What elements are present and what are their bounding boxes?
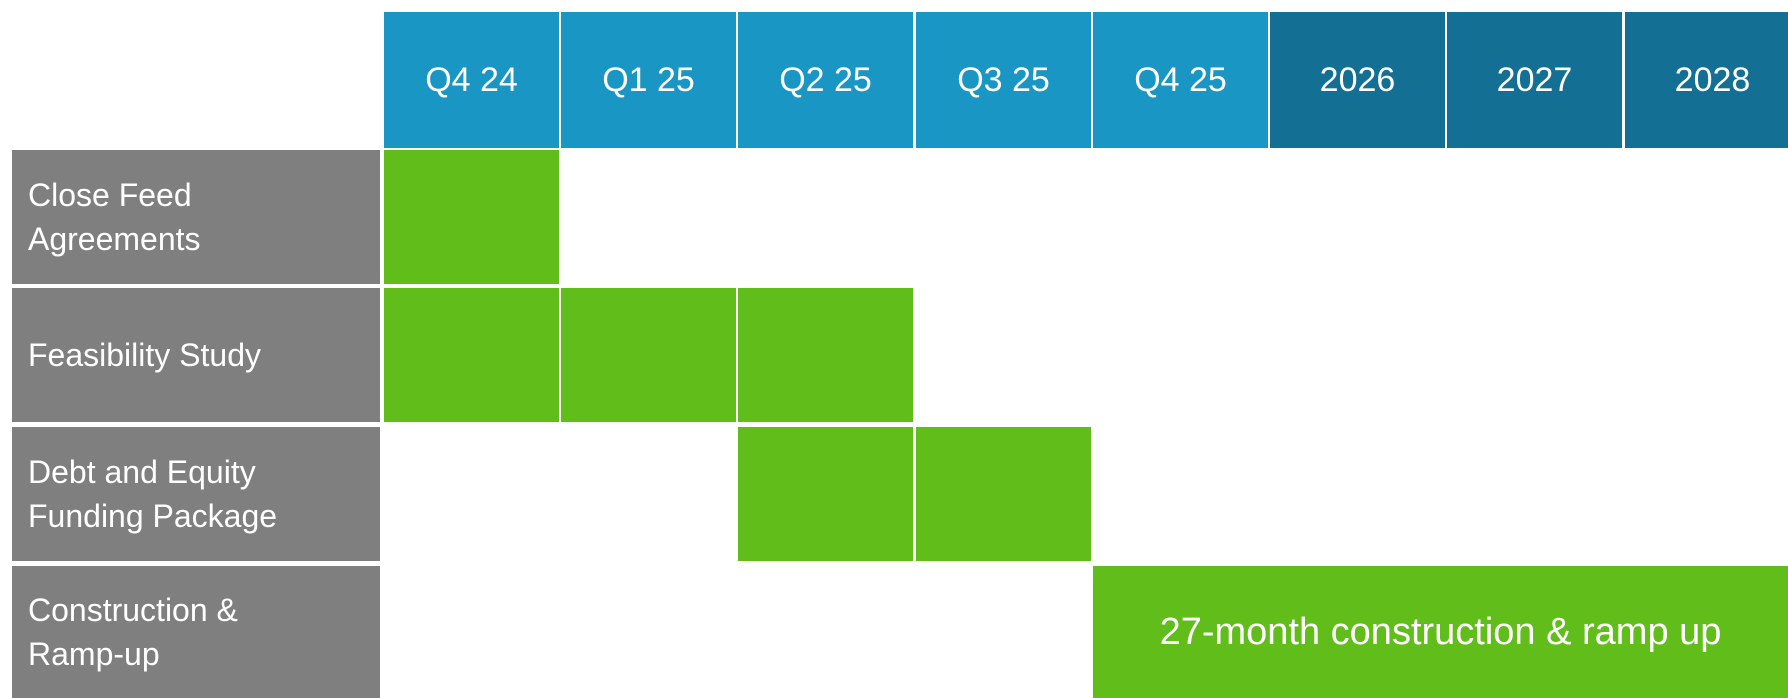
active-cell-debt-and-equity-funding-package-q2-25 [738,427,913,561]
construction-bar: 27-month construction & ramp up [1093,566,1788,698]
row-label-feasibility-study: Feasibility Study [12,288,380,422]
column-header-2026: 2026 [1270,12,1445,148]
column-header-q4-25: Q4 25 [1093,12,1268,148]
active-cell-close-feed-agreements-q4-24 [384,150,559,284]
row-label-construction-ramp-up: Construction & Ramp-up [12,566,380,698]
column-header-2027: 2027 [1447,12,1622,148]
active-cell-feasibility-study-q1-25 [561,288,736,422]
row-label-text: Feasibility Study [28,337,261,373]
row-label-debt-and-equity-funding-package: Debt and Equity Funding Package [12,427,380,561]
row-label-text: Construction & Ramp-up [28,592,238,672]
column-header-q1-25: Q1 25 [561,12,736,148]
active-cell-feasibility-study-q2-25 [738,288,913,422]
row-label-close-feed-agreements: Close Feed Agreements [12,150,380,284]
column-header-q3-25: Q3 25 [916,12,1091,148]
column-header-q2-25: Q2 25 [738,12,913,148]
active-cell-feasibility-study-q4-24 [384,288,559,422]
active-cell-debt-and-equity-funding-package-q3-25 [916,427,1091,561]
row-label-text: Close Feed Agreements [28,177,201,257]
column-header-2028: 2028 [1625,12,1788,148]
column-header-q4-24: Q4 24 [384,12,559,148]
row-label-text: Debt and Equity Funding Package [28,454,278,534]
